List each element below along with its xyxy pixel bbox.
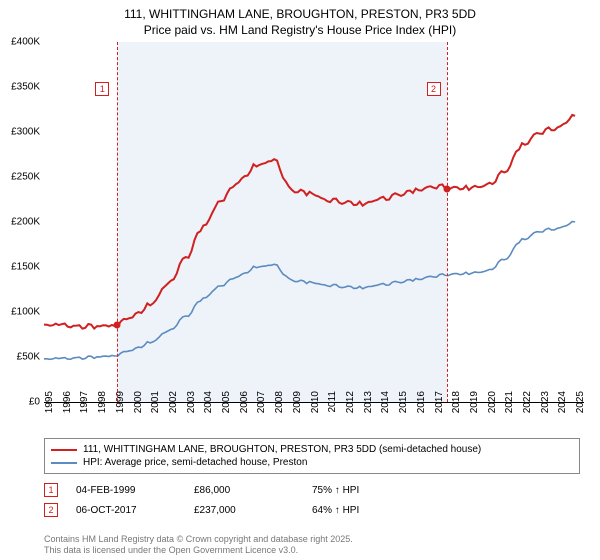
sale-price: £237,000 (194, 505, 294, 516)
y-tick-label: £400K (2, 37, 40, 48)
legend-label: 111, WHITTINGHAM LANE, BROUGHTON, PRESTO… (83, 444, 481, 455)
x-tick-label: 2019 (469, 391, 480, 421)
x-tick-label: 2025 (575, 391, 586, 421)
y-tick-label: £100K (2, 307, 40, 318)
footer-attribution: Contains HM Land Registry data © Crown c… (44, 534, 353, 557)
series-subject (44, 115, 575, 329)
title-line-2: Price paid vs. HM Land Registry's House … (0, 22, 600, 38)
sale-price: £86,000 (194, 485, 294, 496)
y-tick-label: £0 (2, 397, 40, 408)
sales-table: 1 04-FEB-1999 £86,000 75% ↑ HPI 2 06-OCT-2017… (44, 480, 580, 520)
sale-date: 06-OCT-2017 (76, 505, 176, 516)
x-tick-label: 2023 (540, 391, 551, 421)
x-tick-label: 2010 (310, 391, 321, 421)
x-tick-label: 1995 (44, 391, 55, 421)
x-tick-label: 2015 (398, 391, 409, 421)
sale-row-2: 2 06-OCT-2017 £237,000 64% ↑ HPI (44, 500, 580, 520)
title-line-1: 111, WHITTINGHAM LANE, BROUGHTON, PRESTO… (0, 6, 600, 22)
x-tick-label: 2022 (522, 391, 533, 421)
sale-vs-hpi: 75% ↑ HPI (312, 485, 412, 496)
y-tick-label: £50K (2, 352, 40, 363)
x-tick-label: 1996 (62, 391, 73, 421)
legend-label: HPI: Average price, semi-detached house,… (83, 457, 307, 468)
x-tick-label: 2008 (274, 391, 285, 421)
x-tick-label: 1998 (97, 391, 108, 421)
sale-vs-hpi: 64% ↑ HPI (312, 505, 412, 516)
series-hpi (44, 222, 575, 360)
x-tick-label: 2000 (133, 391, 144, 421)
sale-dot (113, 321, 120, 328)
x-tick-label: 2024 (557, 391, 568, 421)
sale-row-marker: 1 (44, 483, 58, 497)
plot-area: £0£50K£100K£150K£200K£250K£300K£350K£400… (44, 42, 584, 403)
x-tick-label: 2002 (168, 391, 179, 421)
chart-title: 111, WHITTINGHAM LANE, BROUGHTON, PRESTO… (0, 0, 600, 38)
x-tick-label: 2006 (239, 391, 250, 421)
x-tick-label: 2020 (487, 391, 498, 421)
x-tick-label: 2007 (256, 391, 267, 421)
legend-swatch (51, 449, 77, 451)
y-tick-label: £200K (2, 217, 40, 228)
sale-marker-2: 2 (427, 82, 441, 96)
sale-row-1: 1 04-FEB-1999 £86,000 75% ↑ HPI (44, 480, 580, 500)
x-tick-label: 2009 (292, 391, 303, 421)
y-tick-label: £300K (2, 127, 40, 138)
legend: 111, WHITTINGHAM LANE, BROUGHTON, PRESTO… (44, 438, 580, 474)
footer-line-1: Contains HM Land Registry data © Crown c… (44, 534, 353, 545)
event-vline (117, 42, 118, 402)
sale-date: 04-FEB-1999 (76, 485, 176, 496)
sale-row-marker: 2 (44, 503, 58, 517)
legend-swatch (51, 462, 77, 464)
event-vline (447, 42, 448, 402)
y-tick-label: £150K (2, 262, 40, 273)
x-tick-label: 1997 (79, 391, 90, 421)
x-tick-label: 2001 (150, 391, 161, 421)
legend-row-subject: 111, WHITTINGHAM LANE, BROUGHTON, PRESTO… (51, 443, 573, 456)
x-tick-label: 2005 (221, 391, 232, 421)
x-tick-label: 2018 (451, 391, 462, 421)
legend-row-hpi: HPI: Average price, semi-detached house,… (51, 456, 573, 469)
x-tick-label: 2014 (380, 391, 391, 421)
x-tick-label: 2003 (186, 391, 197, 421)
x-tick-label: 2012 (345, 391, 356, 421)
y-tick-label: £250K (2, 172, 40, 183)
chart-container: 111, WHITTINGHAM LANE, BROUGHTON, PRESTO… (0, 0, 600, 560)
x-tick-label: 2011 (327, 391, 338, 421)
sale-marker-1: 1 (95, 82, 109, 96)
x-tick-label: 2016 (416, 391, 427, 421)
footer-line-2: This data is licensed under the Open Gov… (44, 545, 353, 556)
y-tick-label: £350K (2, 82, 40, 93)
x-tick-label: 2004 (203, 391, 214, 421)
x-tick-label: 2017 (434, 391, 445, 421)
chart-lines-svg (44, 42, 584, 402)
sale-dot (444, 185, 451, 192)
x-tick-label: 2021 (504, 391, 515, 421)
x-tick-label: 2013 (363, 391, 374, 421)
